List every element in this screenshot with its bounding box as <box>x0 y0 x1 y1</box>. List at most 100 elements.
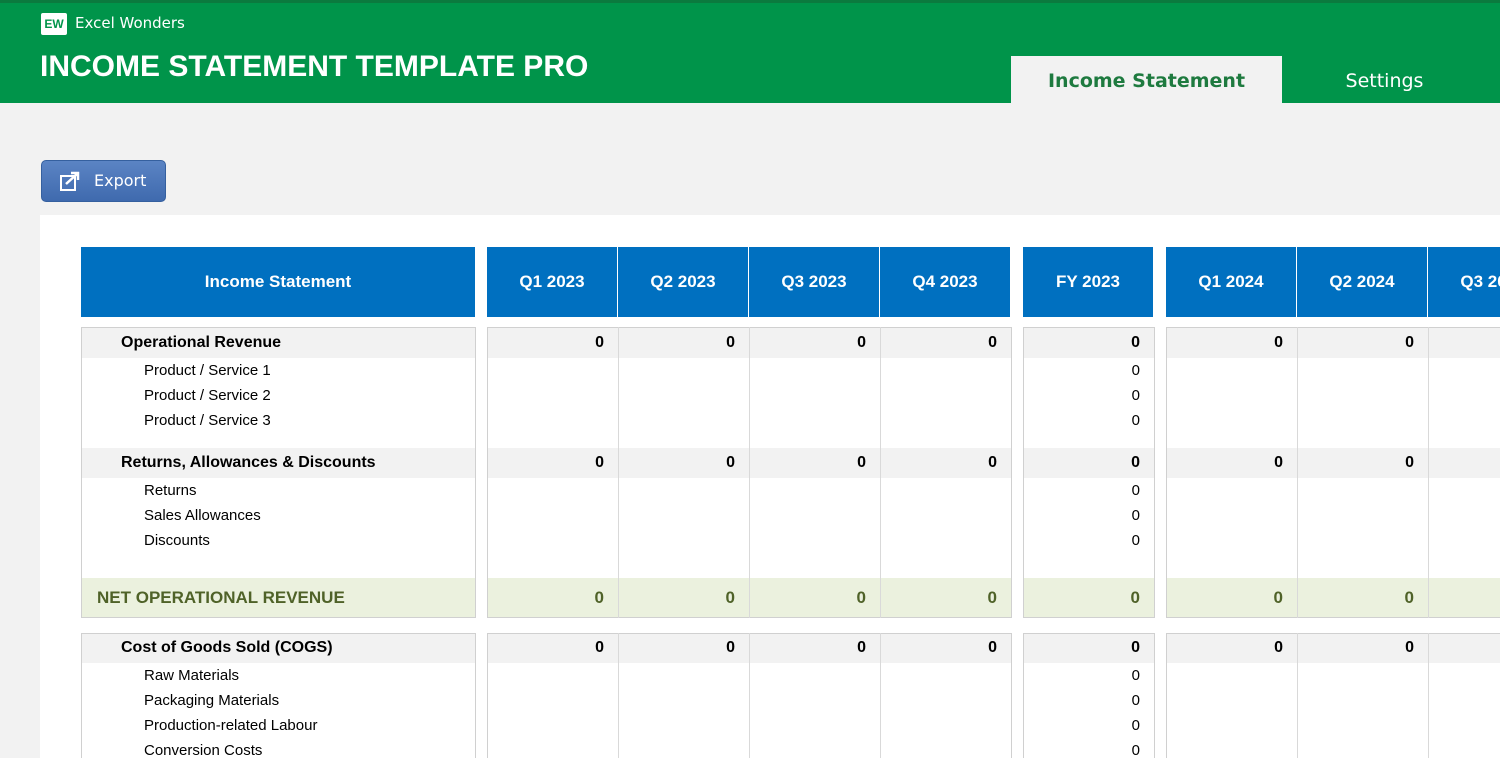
net-total: 0 <box>987 588 997 607</box>
column-line <box>1428 633 1429 758</box>
section-total: 0 <box>988 454 997 471</box>
corner-header: Income Statement <box>81 247 476 317</box>
export-label: Export <box>94 171 147 190</box>
section-row <box>1023 328 1154 358</box>
section-total: 0 <box>988 334 997 351</box>
logo: EW <box>41 13 67 35</box>
section-total: 0 <box>1131 454 1140 471</box>
item-label: Product / Service 1 <box>144 362 271 379</box>
section-total: 0 <box>595 454 604 471</box>
column-line <box>880 327 881 618</box>
item-label: Discounts <box>144 532 210 549</box>
item-label: Conversion Costs <box>144 742 263 758</box>
net-total: 0 <box>856 588 866 607</box>
tab-active[interactable]: Income Statement <box>1011 56 1282 103</box>
section-title: Cost of Goods Sold (COGS) <box>121 639 333 656</box>
item-label: Packaging Materials <box>144 692 280 709</box>
item-label: Product / Service 2 <box>144 387 271 404</box>
column-header: Q1 2023 <box>487 247 618 317</box>
section-total: 0 <box>595 334 604 351</box>
section-row <box>1023 633 1154 663</box>
section-total: 0 <box>857 454 866 471</box>
section-row <box>1166 448 1500 478</box>
section-total: 0 <box>1405 334 1414 351</box>
net-total: 0 <box>1130 588 1140 607</box>
group-box <box>1166 327 1500 618</box>
group-box <box>1166 633 1500 758</box>
label-box <box>81 327 476 618</box>
section-row <box>1166 633 1500 663</box>
item-value: 0 <box>1131 532 1140 549</box>
export-button[interactable]: Export <box>41 160 166 202</box>
column-line <box>1428 327 1429 618</box>
item-label: Sales Allowances <box>144 507 261 524</box>
item-value: 0 <box>1131 507 1140 524</box>
item-value: 0 <box>1131 387 1140 404</box>
item-value: 0 <box>1131 717 1140 734</box>
item-value: 0 <box>1131 667 1140 684</box>
section-row <box>81 633 476 663</box>
section-total: 0 <box>1131 334 1140 351</box>
export-icon <box>60 171 80 191</box>
section-title: Operational Revenue <box>121 334 282 351</box>
section-total: 0 <box>857 639 866 656</box>
section-row <box>81 328 476 358</box>
column-line <box>1297 633 1298 758</box>
column-line <box>880 633 881 758</box>
brand: Excel Wonders <box>75 14 185 32</box>
column-line <box>1297 327 1298 618</box>
net-total: 0 <box>725 588 735 607</box>
column-header: FY 2023 <box>1023 247 1154 317</box>
column-header: Q4 2023 <box>880 247 1011 317</box>
section-row <box>1166 328 1500 358</box>
item-label: Raw Materials <box>144 667 240 684</box>
column-header: Q3 2023 <box>749 247 880 317</box>
net-label: NET OPERATIONAL REVENUE <box>97 588 345 607</box>
section-row <box>1023 448 1154 478</box>
net-row <box>81 578 476 618</box>
item-value: 0 <box>1131 742 1140 758</box>
section-total: 0 <box>1274 639 1283 656</box>
sheet: Income Statement Q1 2023 Q2 2023 Q3 2023 Q4 … <box>40 215 1500 758</box>
item-value: 0 <box>1131 482 1140 499</box>
section-total: 0 <box>595 639 604 656</box>
net-total: 0 <box>594 588 604 607</box>
item-value: 0 <box>1131 692 1140 709</box>
section-total: 0 <box>1405 454 1414 471</box>
section-total: 0 <box>726 639 735 656</box>
tab[interactable]: Settings <box>1345 70 1424 92</box>
column-header: Q2 2024 <box>1297 247 1428 317</box>
section-total: 0 <box>988 639 997 656</box>
item-value: 0 <box>1131 412 1140 429</box>
top-bar: EW Excel Wonders INCOME STATEMENT TEMPLA… <box>0 0 1500 103</box>
label-box <box>81 633 476 758</box>
column-line <box>618 327 619 618</box>
column-line <box>618 633 619 758</box>
column-header: Q1 2024 <box>1166 247 1297 317</box>
section-total: 0 <box>1274 454 1283 471</box>
section-total: 0 <box>857 334 866 351</box>
column-header: Q3 2024 <box>1428 247 1500 317</box>
item-label: Product / Service 3 <box>144 412 271 429</box>
section-total: 0 <box>1274 334 1283 351</box>
group-box <box>1023 327 1155 618</box>
column-line <box>749 327 750 618</box>
section-total: 0 <box>1405 639 1414 656</box>
column-line <box>749 633 750 758</box>
section-total: 0 <box>726 334 735 351</box>
net-row <box>1023 578 1154 618</box>
section-total: 0 <box>1131 639 1140 656</box>
item-label: Returns <box>144 482 197 499</box>
section-total: 0 <box>726 454 735 471</box>
item-value: 0 <box>1131 362 1140 379</box>
net-total: 0 <box>1404 588 1414 607</box>
net-total: 0 <box>1273 588 1283 607</box>
app-title: INCOME STATEMENT TEMPLATE PRO <box>40 50 589 83</box>
net-row <box>1166 578 1500 618</box>
group-box <box>1023 633 1155 758</box>
column-header: Q2 2023 <box>618 247 749 317</box>
item-label: Production-related Labour <box>144 717 318 734</box>
section-title: Returns, Allowances & Discounts <box>121 454 376 471</box>
section-row <box>81 448 476 478</box>
